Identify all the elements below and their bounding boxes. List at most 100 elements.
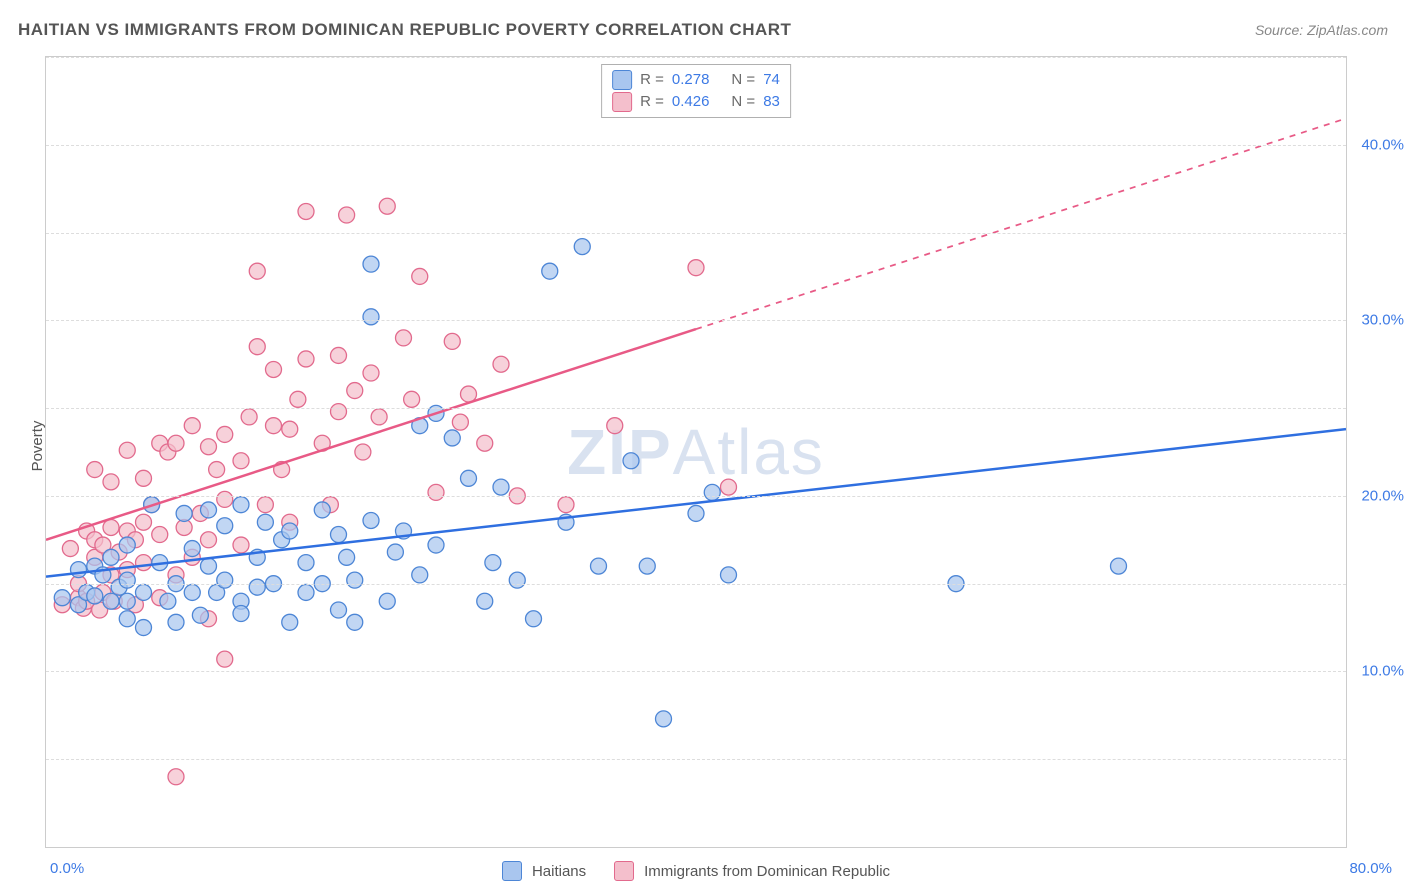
data-point (257, 497, 273, 513)
data-point (412, 268, 428, 284)
data-point (477, 435, 493, 451)
data-point (136, 620, 152, 636)
data-point (184, 541, 200, 557)
data-point (339, 549, 355, 565)
data-point (404, 391, 420, 407)
data-point (379, 198, 395, 214)
data-point (339, 207, 355, 223)
x-tick: 80.0% (1349, 860, 1392, 877)
data-point (290, 391, 306, 407)
data-point (461, 386, 477, 402)
n-label-a: N = (731, 69, 755, 91)
data-point (209, 462, 225, 478)
stats-legend: R = 0.278 N = 74 R = 0.426 N = 83 (601, 64, 791, 118)
data-point (168, 769, 184, 785)
data-point (217, 491, 233, 507)
swatch-blue (612, 70, 632, 90)
data-point (241, 409, 257, 425)
data-point (363, 512, 379, 528)
legend-swatch-blue (502, 861, 522, 881)
data-point (428, 484, 444, 500)
chart-title: HAITIAN VS IMMIGRANTS FROM DOMINICAN REP… (18, 20, 791, 39)
data-point (412, 567, 428, 583)
data-point (184, 418, 200, 434)
n-value-a: 74 (763, 69, 780, 91)
data-point (160, 593, 176, 609)
data-point (136, 584, 152, 600)
trend-line (46, 329, 696, 540)
data-point (721, 479, 737, 495)
grid-line (46, 320, 1346, 321)
data-point (363, 309, 379, 325)
data-point (607, 418, 623, 434)
data-point (233, 453, 249, 469)
r-value-a: 0.278 (672, 69, 710, 91)
data-point (477, 593, 493, 609)
r-label-a: R = (640, 69, 664, 91)
data-point (184, 584, 200, 600)
data-point (485, 555, 501, 571)
data-point (119, 442, 135, 458)
data-point (396, 330, 412, 346)
grid-line (46, 671, 1346, 672)
data-point (298, 584, 314, 600)
bottom-legend: Haitians Immigrants from Dominican Repub… (46, 861, 1346, 881)
r-value-b: 0.426 (672, 91, 710, 113)
data-point (152, 527, 168, 543)
data-point (103, 549, 119, 565)
grid-line (46, 145, 1346, 146)
data-point (217, 426, 233, 442)
data-point (379, 593, 395, 609)
data-point (526, 611, 542, 627)
data-point (266, 418, 282, 434)
trend-line-dashed (696, 118, 1346, 329)
data-point (347, 383, 363, 399)
data-point (298, 555, 314, 571)
data-point (461, 470, 477, 486)
data-point (233, 497, 249, 513)
y-axis-label: Poverty (29, 421, 46, 472)
data-point (656, 711, 672, 727)
data-point (136, 470, 152, 486)
data-point (87, 462, 103, 478)
data-point (721, 567, 737, 583)
data-point (257, 514, 273, 530)
data-point (623, 453, 639, 469)
data-point (363, 365, 379, 381)
data-point (217, 572, 233, 588)
data-point (103, 474, 119, 490)
data-point (119, 572, 135, 588)
data-point (347, 572, 363, 588)
data-point (591, 558, 607, 574)
data-point (168, 435, 184, 451)
data-point (493, 479, 509, 495)
swatch-pink (612, 92, 632, 112)
grid-line (46, 496, 1346, 497)
data-point (282, 614, 298, 630)
data-point (217, 651, 233, 667)
data-point (119, 537, 135, 553)
data-point (1111, 558, 1127, 574)
data-point (201, 502, 217, 518)
source-name: ZipAtlas.com (1307, 22, 1388, 38)
data-point (355, 444, 371, 460)
data-point (54, 590, 70, 606)
data-point (331, 347, 347, 363)
y-tick: 30.0% (1361, 312, 1404, 329)
data-point (192, 607, 208, 623)
y-tick: 20.0% (1361, 487, 1404, 504)
legend-label-a: Haitians (532, 863, 586, 880)
stats-row-a: R = 0.278 N = 74 (612, 69, 780, 91)
data-point (282, 523, 298, 539)
data-point (176, 505, 192, 521)
data-point (509, 572, 525, 588)
grid-line (46, 57, 1346, 58)
data-point (558, 497, 574, 513)
plot-area: ZIPAtlas R = 0.278 N = 74 R = 0.426 N = … (45, 56, 1347, 848)
source-attribution: Source: ZipAtlas.com (1255, 22, 1388, 38)
data-point (62, 541, 78, 557)
data-point (639, 558, 655, 574)
data-point (574, 239, 590, 255)
data-point (704, 484, 720, 500)
y-tick: 10.0% (1361, 663, 1404, 680)
